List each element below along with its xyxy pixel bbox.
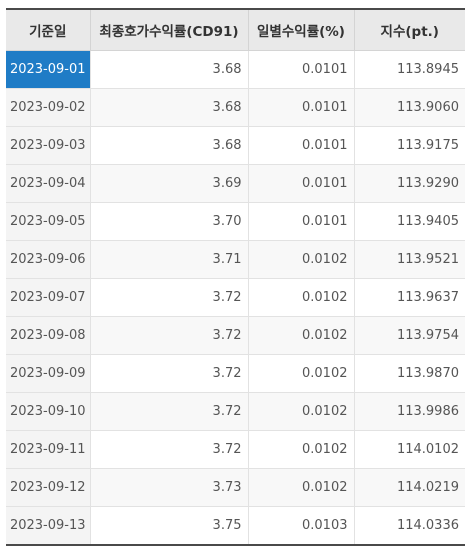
table-row[interactable]: 2023-09-05 3.70 0.0101 113.9405 (6, 202, 465, 241)
cell-index-value[interactable]: 113.8945 (354, 50, 465, 89)
cell-date[interactable]: 2023-09-10 (6, 392, 91, 431)
table-row[interactable]: 2023-09-10 3.72 0.0102 113.9986 (6, 392, 465, 431)
table-row[interactable]: 2023-09-01 3.68 0.0101 113.8945 (6, 50, 465, 89)
cell-cd91-yield[interactable]: 3.68 (90, 126, 249, 165)
index-data-table: 기준일 최종호가수익률(CD91) 일별수익률(%) 지수(pt.) 2023-… (6, 8, 465, 546)
cell-index-value[interactable]: 113.9060 (354, 88, 465, 127)
table-row[interactable]: 2023-09-02 3.68 0.0101 113.9060 (6, 88, 465, 127)
column-header-index[interactable]: 지수(pt.) (354, 10, 465, 51)
cell-date[interactable]: 2023-09-12 (6, 468, 91, 507)
table-row[interactable]: 2023-09-08 3.72 0.0102 113.9754 (6, 316, 465, 355)
cell-index-value[interactable]: 113.9521 (354, 240, 465, 279)
cell-date[interactable]: 2023-09-08 (6, 316, 91, 355)
column-header-daily-return[interactable]: 일별수익률(%) (248, 10, 355, 51)
cell-index-value[interactable]: 113.9986 (354, 392, 465, 431)
cell-index-value[interactable]: 114.0219 (354, 468, 465, 507)
cell-date[interactable]: 2023-09-02 (6, 88, 91, 127)
cell-index-value[interactable]: 113.9870 (354, 354, 465, 393)
cell-index-value[interactable]: 114.0336 (396, 518, 459, 533)
cell-cd91-yield[interactable]: 3.72 (90, 354, 249, 393)
cell-daily-return[interactable]: 0.0103 (248, 506, 355, 544)
cell-date[interactable]: 2023-09-09 (6, 354, 91, 393)
table-row[interactable]: 2023-09-07 3.72 0.0102 113.9637 (6, 278, 465, 317)
cell-index-value[interactable]: 113.9290 (354, 164, 465, 203)
cell-date[interactable]: 2023-09-06 (6, 240, 91, 279)
cell-date[interactable]: 2023-09-11 (6, 430, 91, 469)
table-row[interactable]: 2023-09-12 3.73 0.0102 114.0219 (6, 468, 465, 507)
cell-cd91-yield[interactable]: 3.72 (90, 278, 249, 317)
cell-daily-return[interactable]: 0.0102 (248, 468, 355, 507)
cell-date[interactable]: 2023-09-04 (6, 164, 91, 203)
table-row[interactable]: 2023-09-03 3.68 0.0101 113.9175 (6, 126, 465, 165)
table-row[interactable]: 2023-09-04 3.69 0.0101 113.9290 (6, 164, 465, 203)
cell-daily-return[interactable]: 0.0101 (248, 202, 355, 241)
cell-date[interactable]: 2023-09-13 (6, 506, 91, 544)
cell-date[interactable]: 2023-09-03 (6, 126, 91, 165)
table-body: 2023-09-01 3.68 0.0101 113.8945 2023-09-02 3.… (6, 50, 465, 544)
cell-cd91-yield[interactable]: 3.75 (90, 506, 249, 544)
cell-index-value[interactable]: 113.9175 (354, 126, 465, 165)
cell-index-value[interactable]: 113.9754 (354, 316, 465, 355)
cell-cd91-yield[interactable]: 3.72 (90, 392, 249, 431)
cell-index-value[interactable]: 113.9405 (354, 202, 465, 241)
cell-cd91-yield[interactable]: 3.68 (90, 50, 249, 89)
cell-date[interactable]: 2023-09-07 (6, 278, 91, 317)
cell-daily-return[interactable]: 0.0102 (248, 316, 355, 355)
table-row[interactable]: 2023-09-06 3.71 0.0102 113.9521 (6, 240, 465, 279)
cell-daily-return[interactable]: 0.0102 (248, 430, 355, 469)
cell-index-value[interactable]: 114.0102 (354, 430, 465, 469)
cell-cd91-yield[interactable]: 3.73 (90, 468, 249, 507)
column-header-date[interactable]: 기준일 (6, 10, 91, 51)
table-row[interactable]: 2023-09-13 3.75 0.0103 114.0336 (6, 506, 465, 544)
header-row: 기준일 최종호가수익률(CD91) 일별수익률(%) 지수(pt.) (6, 10, 465, 51)
cell-date[interactable]: 2023-09-05 (6, 202, 91, 241)
cell-daily-return[interactable]: 0.0101 (248, 50, 355, 89)
cell-daily-return[interactable]: 0.0101 (248, 164, 355, 203)
cell-index-value[interactable]: 113.9637 (354, 278, 465, 317)
cell-date[interactable]: 2023-09-01 (6, 50, 91, 89)
cell-cd91-yield[interactable]: 3.69 (90, 164, 249, 203)
cell-daily-return[interactable]: 0.0102 (248, 392, 355, 431)
cell-daily-return[interactable]: 0.0101 (248, 126, 355, 165)
cell-daily-return[interactable]: 0.0102 (248, 240, 355, 279)
cell-cd91-yield[interactable]: 3.72 (90, 430, 249, 469)
column-header-cd91-yield[interactable]: 최종호가수익률(CD91) (90, 10, 249, 51)
cell-daily-return[interactable]: 0.0101 (248, 88, 355, 127)
cell-cd91-yield[interactable]: 3.72 (90, 316, 249, 355)
cell-cd91-yield[interactable]: 3.68 (90, 88, 249, 127)
cell-daily-return[interactable]: 0.0102 (248, 354, 355, 393)
cell-cd91-yield[interactable]: 3.70 (90, 202, 249, 241)
cell-cd91-yield[interactable]: 3.71 (90, 240, 249, 279)
data-grid: 기준일 최종호가수익률(CD91) 일별수익률(%) 지수(pt.) 2023-… (6, 10, 465, 544)
cell-daily-return[interactable]: 0.0102 (248, 278, 355, 317)
table-row[interactable]: 2023-09-09 3.72 0.0102 113.9870 (6, 354, 465, 393)
table-row[interactable]: 2023-09-11 3.72 0.0102 114.0102 (6, 430, 465, 469)
